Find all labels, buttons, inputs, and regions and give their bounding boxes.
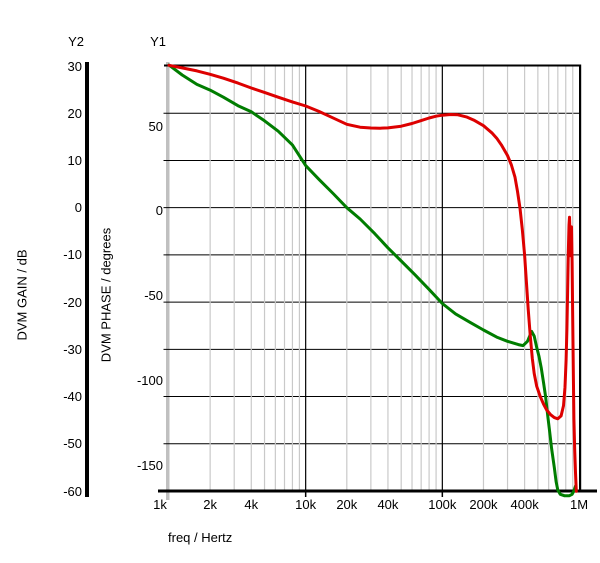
x-axis-title: freq / Hertz bbox=[168, 530, 233, 545]
y2-tick-label: -20 bbox=[63, 294, 82, 310]
y2-tick-label: -40 bbox=[63, 389, 82, 405]
y1-axis-bar bbox=[166, 62, 170, 500]
y1-tick-label: 0 bbox=[155, 203, 163, 219]
x-tick-label: 20k bbox=[336, 497, 358, 512]
y2-tick-label: -60 bbox=[63, 483, 82, 499]
x-tick-label: 40k bbox=[377, 497, 399, 512]
x-tick-label: 400k bbox=[510, 497, 539, 512]
x-tick-label: 10k bbox=[295, 497, 317, 512]
y1-tick-label: -100 bbox=[136, 372, 163, 388]
y1-tick-label: -150 bbox=[136, 457, 163, 473]
y1-tick-label: 50 bbox=[148, 118, 163, 134]
y1-tick-label: -50 bbox=[144, 288, 163, 304]
y2-tick-label: 10 bbox=[67, 152, 82, 168]
curve-dvm-phase bbox=[167, 63, 578, 493]
x-tick-label: 2k bbox=[203, 497, 217, 512]
y2-tick-label: -10 bbox=[63, 247, 82, 263]
plot-right-border bbox=[579, 64, 582, 493]
y1-axis-title: DVM PHASE / degrees bbox=[98, 227, 114, 363]
x-tick-label: 4k bbox=[244, 497, 259, 512]
x-tick-label: 100k bbox=[428, 497, 457, 512]
y2-tick-label: 20 bbox=[67, 105, 82, 121]
y2-tick-label: -30 bbox=[63, 341, 82, 357]
y2-tick-label: 30 bbox=[67, 58, 82, 74]
y1-axis-name: Y1 bbox=[150, 34, 166, 49]
y2-axis-bar bbox=[85, 62, 89, 497]
y2-axis-name: Y2 bbox=[68, 34, 84, 49]
x-tick-label: 200k bbox=[469, 497, 498, 512]
y2-axis-title: DVM GAIN / dB bbox=[14, 249, 30, 341]
x-axis-bar bbox=[158, 489, 597, 493]
x-tick-label: 1M bbox=[569, 497, 589, 512]
y2-tick-label: -50 bbox=[63, 436, 82, 452]
y2-tick-label: 0 bbox=[74, 200, 82, 216]
x-tick-label: 1k bbox=[153, 497, 167, 512]
curve-dvm-gain bbox=[167, 63, 578, 498]
plot-top-border bbox=[164, 64, 581, 67]
